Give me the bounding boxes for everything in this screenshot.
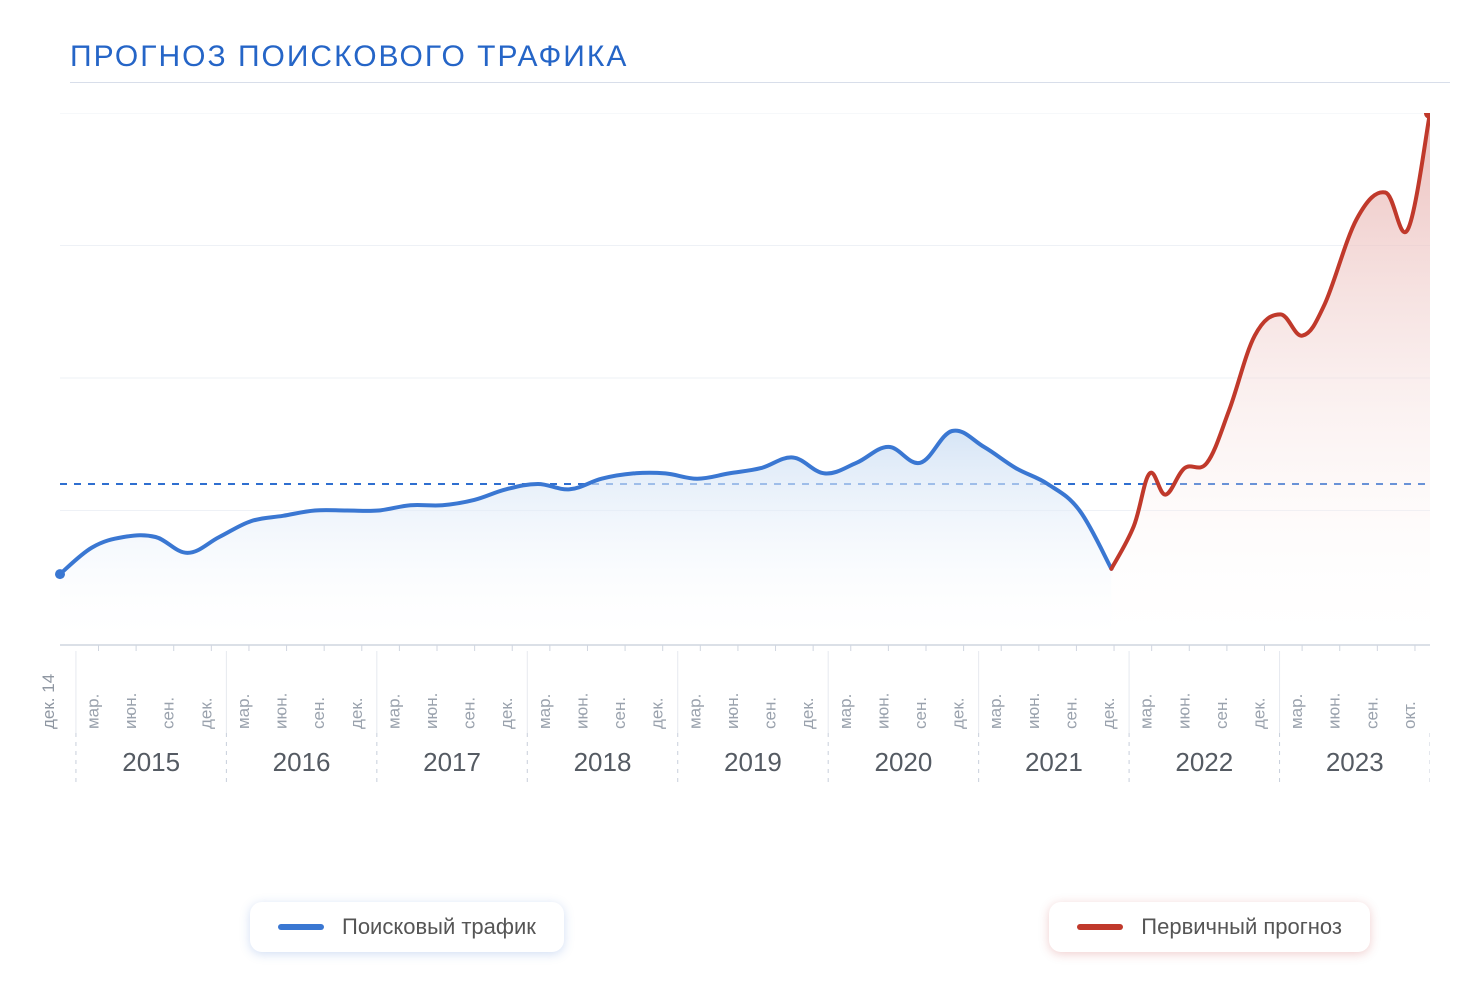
svg-text:сен.: сен. — [911, 697, 930, 729]
svg-text:мар.: мар. — [685, 694, 704, 729]
svg-text:2022: 2022 — [1175, 747, 1233, 777]
title-underline — [70, 82, 1450, 83]
svg-text:дек.: дек. — [798, 697, 817, 729]
svg-text:2018: 2018 — [574, 747, 632, 777]
svg-text:мар.: мар. — [836, 694, 855, 729]
svg-text:дек.: дек. — [347, 697, 366, 729]
legend-swatch-traffic — [278, 924, 324, 930]
svg-text:июн.: июн. — [121, 693, 140, 729]
legend-label-forecast: Первичный прогноз — [1141, 914, 1342, 940]
svg-text:2023: 2023 — [1326, 747, 1384, 777]
svg-text:мар.: мар. — [1137, 694, 1156, 729]
svg-text:июн.: июн. — [272, 693, 291, 729]
svg-text:сен.: сен. — [761, 697, 780, 729]
svg-text:дек.: дек. — [196, 697, 215, 729]
svg-text:дек.: дек. — [1250, 697, 1269, 729]
chart-container: ПРОГНОЗ ПОИСКОВОГО ТРАФИКА дек. 14 мар. ию… — [0, 0, 1480, 990]
svg-text:дек. 14: дек. 14 — [39, 674, 58, 729]
legend-item-forecast: Первичный прогноз — [1049, 902, 1370, 952]
svg-text:сен.: сен. — [610, 697, 629, 729]
svg-text:2019: 2019 — [724, 747, 782, 777]
svg-text:июн.: июн. — [723, 693, 742, 729]
svg-text:2021: 2021 — [1025, 747, 1083, 777]
svg-text:мар.: мар. — [986, 694, 1005, 729]
svg-text:мар.: мар. — [535, 694, 554, 729]
svg-text:дек.: дек. — [648, 697, 667, 729]
svg-text:сен.: сен. — [1212, 697, 1231, 729]
svg-text:2017: 2017 — [423, 747, 481, 777]
svg-text:июн.: июн. — [873, 693, 892, 729]
svg-text:дек.: дек. — [949, 697, 968, 729]
legend-item-traffic: Поисковый трафик — [250, 902, 564, 952]
svg-text:сен.: сен. — [309, 697, 328, 729]
svg-text:2016: 2016 — [273, 747, 331, 777]
svg-text:дек.: дек. — [497, 697, 516, 729]
svg-text:2020: 2020 — [874, 747, 932, 777]
svg-text:июн.: июн. — [1325, 693, 1344, 729]
chart-plot-wrap: дек. 14 мар. июн. сен. дек. 2015 мар. июн. сен. д… — [30, 113, 1450, 878]
legend-swatch-forecast — [1077, 924, 1123, 930]
svg-text:дек.: дек. — [1099, 697, 1118, 729]
legend-label-traffic: Поисковый трафик — [342, 914, 536, 940]
svg-text:июн.: июн. — [422, 693, 441, 729]
chart-legend: Поисковый трафик Первичный прогноз — [250, 902, 1370, 952]
svg-text:окт.: окт. — [1400, 701, 1419, 729]
svg-text:июн.: июн. — [1174, 693, 1193, 729]
traffic-forecast-chart: дек. 14 мар. июн. сен. дек. 2015 мар. июн. сен. д… — [30, 113, 1430, 873]
svg-text:мар.: мар. — [1287, 694, 1306, 729]
svg-text:сен.: сен. — [460, 697, 479, 729]
svg-text:мар.: мар. — [83, 694, 102, 729]
svg-text:июн.: июн. — [572, 693, 591, 729]
svg-text:мар.: мар. — [384, 694, 403, 729]
svg-text:сен.: сен. — [1362, 697, 1381, 729]
svg-text:сен.: сен. — [159, 697, 178, 729]
svg-text:2015: 2015 — [122, 747, 180, 777]
svg-text:мар.: мар. — [234, 694, 253, 729]
svg-text:сен.: сен. — [1061, 697, 1080, 729]
svg-text:июн.: июн. — [1024, 693, 1043, 729]
chart-title: ПРОГНОЗ ПОИСКОВОГО ТРАФИКА — [70, 40, 1450, 74]
